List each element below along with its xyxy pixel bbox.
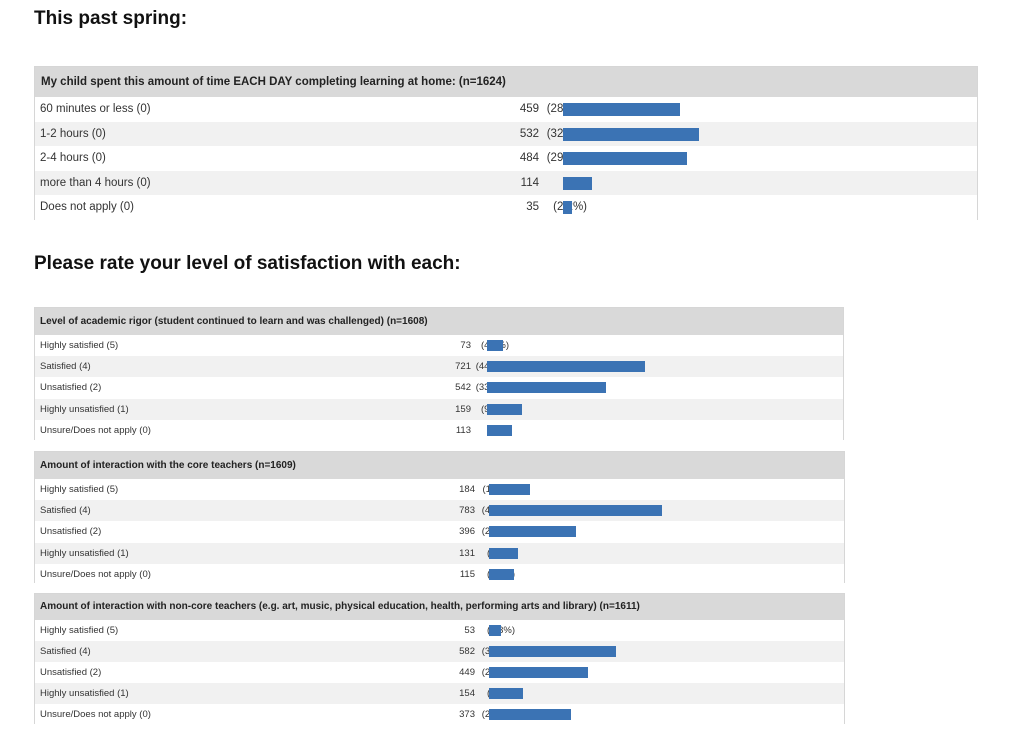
count-label: 582: [459, 646, 475, 657]
non-core-teachers-chart: Amount of interaction with non-core teac…: [34, 593, 845, 725]
bar: [563, 201, 573, 215]
chart-row: Unsatisfied (2)542(33.7%): [35, 377, 843, 399]
bar: [563, 127, 700, 141]
bar: [489, 688, 523, 699]
bar: [489, 667, 588, 678]
category-label: Highly satisfied (5): [40, 340, 119, 351]
chart-row: Does not apply (0)35(2.2%): [35, 195, 977, 220]
bar: [489, 568, 515, 580]
bar: [489, 547, 518, 559]
count-label: 484: [519, 152, 539, 165]
bar: [487, 424, 512, 436]
count-label: 159: [455, 403, 471, 415]
chart-rows: 60 minutes or less (0)459(28.3%)1-2 hour…: [35, 97, 977, 220]
count-label: 73: [460, 340, 471, 351]
percent-label: (3.3%): [487, 625, 515, 636]
bar: [487, 340, 503, 351]
chart-row: 60 minutes or less (0)459(28.3%): [35, 97, 977, 122]
category-label: Does not apply (0): [40, 201, 134, 214]
chart-rows: Highly satisfied (5)73(4.5%)Satisfied (4…: [35, 335, 843, 441]
count-label: 184: [459, 484, 475, 495]
chart-rows: Highly satisfied (5)184(11.4%)Satisfied …: [35, 479, 844, 585]
count-label: 131: [459, 547, 475, 559]
count-label: 35: [526, 201, 539, 214]
category-label: Unsure/Does not apply (0): [40, 424, 151, 436]
chart-title: Level of academic rigor (student continu…: [35, 308, 843, 335]
category-label: Satisfied (4): [40, 361, 91, 373]
chart-row: more than 4 hours (0)114(7%): [35, 170, 977, 196]
category-label: Highly satisfied (5): [40, 484, 119, 495]
count-label: 396: [459, 526, 475, 538]
category-label: Highly unsatisfied (1): [40, 403, 129, 415]
category-label: Highly unsatisfied (1): [40, 688, 129, 699]
bar: [489, 484, 530, 495]
category-label: Unsure/Does not apply (0): [40, 709, 151, 720]
category-label: 2-4 hours (0): [40, 152, 106, 165]
count-label: 449: [459, 667, 475, 678]
academic-rigor-chart: Level of academic rigor (student continu…: [34, 307, 844, 441]
chart-row: Unsure/Does not apply (0)373(23.2%): [35, 704, 844, 725]
bar: [563, 176, 593, 190]
category-label: more than 4 hours (0): [40, 176, 151, 189]
count-label: 113: [455, 424, 471, 436]
category-label: Unsure/Does not apply (0): [40, 568, 151, 580]
chart-row: Highly unsatisfied (1)154(9.6%): [35, 683, 844, 704]
count-label: 721: [455, 361, 471, 373]
category-label: 1-2 hours (0): [40, 127, 106, 140]
chart-row: Satisfied (4)783(48.7%): [35, 500, 844, 522]
count-label: 115: [459, 568, 475, 580]
bar: [489, 646, 617, 657]
bar: [489, 505, 662, 517]
count-label: 542: [455, 382, 471, 394]
chart-title: Amount of interaction with the core teac…: [35, 452, 844, 479]
section-heading-spring: This past spring:: [34, 8, 188, 29]
chart-row: Highly unsatisfied (1)159(9.9%): [35, 398, 843, 420]
category-label: Unsatisfied (2): [40, 526, 102, 538]
chart-row: Satisfied (4)582(36.1%): [35, 641, 844, 662]
chart-row: Unsatisfied (2)449(27.9%): [35, 662, 844, 683]
chart-row: Highly unsatisfied (1)131(8.1%): [35, 542, 844, 564]
count-label: 783: [459, 505, 475, 517]
count-label: 154: [459, 688, 475, 699]
chart-row: Unsure/Does not apply (0)113(7%): [35, 419, 843, 441]
bar: [563, 152, 687, 166]
bar: [489, 709, 571, 720]
bar: [489, 625, 501, 636]
chart-row: 1-2 hours (0)532(32.8%): [35, 121, 977, 147]
category-label: Unsatisfied (2): [40, 382, 102, 394]
chart-row: Unsure/Does not apply (0)115(7.1%): [35, 563, 844, 585]
core-teachers-chart: Amount of interaction with the core teac…: [34, 451, 845, 585]
chart-title: My child spent this amount of time EACH …: [35, 67, 977, 97]
category-label: 60 minutes or less (0): [40, 103, 151, 115]
bar: [489, 526, 577, 538]
category-label: Satisfied (4): [40, 505, 91, 517]
count-label: 373: [459, 709, 475, 720]
time-per-day-chart: My child spent this amount of time EACH …: [34, 66, 978, 220]
count-label: 114: [520, 176, 539, 189]
bar: [563, 103, 681, 116]
bar: [487, 403, 522, 415]
chart-row: Satisfied (4)721(44.8%): [35, 356, 843, 378]
bar: [487, 361, 645, 373]
bar: [487, 382, 606, 394]
chart-row: Highly satisfied (5)184(11.4%): [35, 479, 844, 501]
category-label: Highly satisfied (5): [40, 625, 119, 636]
chart-row: Highly satisfied (5) 53 (3.3%): [35, 620, 844, 641]
count-label: 459: [519, 103, 539, 115]
category-label: Highly unsatisfied (1): [40, 547, 129, 559]
count-label: 532: [519, 127, 539, 140]
chart-row: Unsatisfied (2)396(24.6%): [35, 521, 844, 543]
chart-title: Amount of interaction with non-core teac…: [35, 594, 844, 620]
count-label: 53: [464, 625, 475, 636]
section-heading-satisfaction: Please rate your level of satisfaction w…: [34, 253, 461, 274]
chart-rows: Highly satisfied (5) 53 (3.3%) Satisfied (4…: [35, 620, 844, 725]
chart-row: 2-4 hours (0)484(29.8%): [35, 146, 977, 171]
chart-row: Highly satisfied (5)73(4.5%): [35, 335, 843, 357]
category-label: Satisfied (4): [40, 646, 91, 657]
category-label: Unsatisfied (2): [40, 667, 102, 678]
